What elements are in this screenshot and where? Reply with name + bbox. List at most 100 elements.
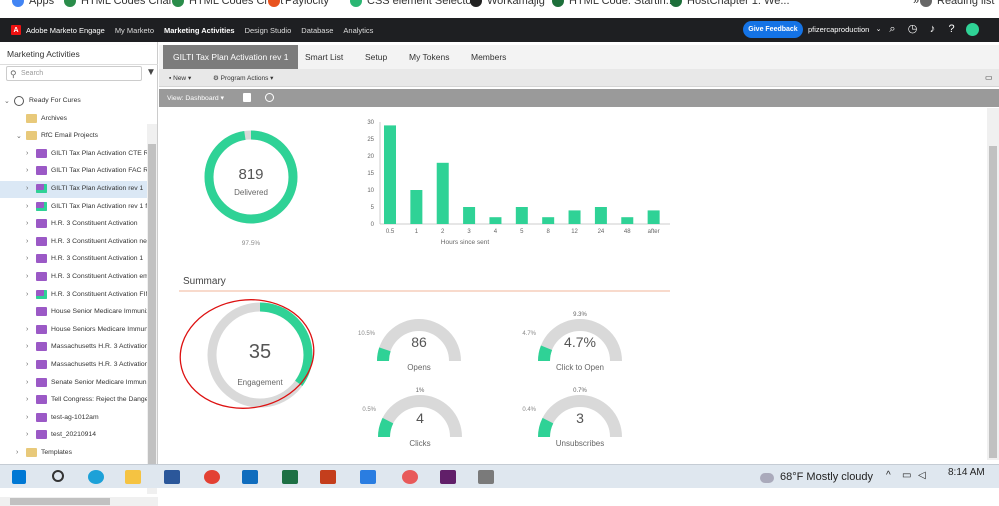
tree-item[interactable]: › Templates (0, 445, 147, 462)
tree-item[interactable]: › House Seniors Medicare Immuni (0, 322, 147, 339)
tab-members[interactable]: Members (471, 52, 507, 62)
tree-item[interactable]: Archives (0, 111, 147, 128)
search-icon[interactable] (52, 470, 64, 482)
filter-icon[interactable]: ▼ (146, 67, 156, 78)
clock-time[interactable]: 8:14 AM (948, 467, 985, 478)
chevron-right-icon[interactable]: › (26, 237, 29, 245)
file-explorer-icon[interactable] (125, 470, 141, 484)
tree-item[interactable]: › Massachusetts H.R. 3 Activation 1 (0, 339, 147, 356)
app-icon[interactable] (402, 470, 418, 484)
tree-item[interactable]: › test_20210914 (0, 427, 147, 444)
bookmark-0[interactable]: Apps (12, 0, 54, 7)
scrollbar-thumb[interactable] (989, 146, 997, 458)
calculator-icon[interactable] (478, 470, 494, 484)
tree-item[interactable]: › GILTI Tax Plan Activation rev 1 fin (0, 199, 147, 216)
view-selector[interactable]: View: Dashboard ▾ (167, 95, 224, 102)
bookmark-9[interactable]: Reading list (920, 0, 994, 7)
tab-my-tokens[interactable]: My Tokens (409, 52, 450, 62)
bar[interactable] (489, 217, 502, 224)
outlook-icon[interactable] (242, 470, 258, 484)
chevron-right-icon[interactable]: › (16, 449, 19, 456)
search-icon[interactable]: ⌕ (889, 23, 896, 35)
grid-icon[interactable] (243, 93, 251, 102)
excel-icon[interactable] (282, 470, 298, 484)
content-scrollbar[interactable] (987, 108, 999, 460)
sidebar-h-scrollbar[interactable] (0, 497, 158, 506)
tab-setup[interactable]: Setup (365, 52, 388, 62)
give-feedback-button[interactable]: Give Feedback (743, 21, 803, 38)
chevron-right-icon[interactable]: › (26, 220, 29, 228)
bookmark-8[interactable]: » (896, 0, 919, 7)
bar[interactable] (568, 210, 581, 224)
user-menu[interactable]: pfizercaproduction (808, 25, 870, 34)
avatar[interactable] (966, 23, 979, 36)
tree-item[interactable]: House Senior Medicare Immuniz (0, 304, 147, 321)
chevron-right-icon[interactable]: › (26, 396, 29, 404)
tree-item[interactable]: › H.R. 3 Constituent Activation new (0, 234, 147, 251)
bookmark-4[interactable]: CSS element Selector (350, 0, 475, 7)
word-icon[interactable] (164, 470, 180, 484)
tree-item[interactable]: › Massachusetts H.R. 3 Activation r (0, 357, 147, 374)
tree-item[interactable]: › GILTI Tax Plan Activation CTE Re- (0, 146, 147, 163)
refresh-icon[interactable] (265, 93, 274, 102)
bar[interactable] (515, 207, 528, 224)
bookmark-1[interactable]: HTML Codes Chart (64, 0, 175, 7)
tree-item[interactable]: › Senate Senior Medicare Immuniz (0, 375, 147, 392)
tree-item[interactable]: › GILTI Tax Plan Activation rev 1 (0, 181, 147, 198)
chevron-right-icon[interactable]: › (26, 149, 29, 157)
nav-analytics[interactable]: Analytics (343, 25, 374, 35)
chevron-right-icon[interactable]: › (26, 343, 29, 351)
chevron-right-icon[interactable]: › (26, 431, 29, 439)
bar[interactable] (594, 207, 607, 224)
powerpoint-icon[interactable] (320, 470, 336, 484)
tree-item[interactable]: › GILTI Tax Plan Activation FAC Re- (0, 163, 147, 180)
bookmark-3[interactable]: Paylocity (268, 0, 329, 7)
chevron-right-icon[interactable]: › (26, 185, 29, 192)
chevron-down-icon[interactable]: ⌄ (4, 98, 10, 105)
chevron-right-icon[interactable]: › (26, 378, 29, 386)
nav-database[interactable]: Database (301, 25, 334, 35)
bell-icon[interactable]: ♪ (929, 23, 936, 35)
weather[interactable]: 68°F Mostly cloudy (780, 471, 874, 483)
chevron-right-icon[interactable]: › (26, 202, 29, 210)
tree-item[interactable]: › H.R. 3 Constituent Activation (0, 216, 147, 233)
sidebar-scrollbar[interactable] (147, 124, 157, 494)
new-button[interactable]: ▪ New ▾ (169, 75, 192, 82)
clock-icon[interactable]: ◷ (907, 23, 918, 35)
bookmark-2[interactable]: HTML Codes Chart (172, 0, 283, 7)
tree-item[interactable]: › test-ag-1012am (0, 410, 147, 427)
tree-item[interactable]: › H.R. 3 Constituent Activation FIN. (0, 287, 147, 304)
scrollbar-thumb[interactable] (10, 498, 110, 505)
tree-item[interactable]: › H.R. 3 Constituent Activation 1 (0, 251, 147, 268)
bookmark-6[interactable]: HTML Code: Startin... (552, 0, 675, 7)
bookmark-7[interactable]: HostChapter 1: We... (670, 0, 790, 7)
chevron-right-icon[interactable]: › (26, 255, 29, 263)
chevron-right-icon[interactable]: › (26, 325, 29, 333)
chevron-down-icon[interactable]: ⌄ (875, 26, 882, 33)
search-input[interactable]: ⚲ Search (6, 66, 142, 81)
tree-item[interactable]: › Tell Congress: Reject the Dangerc (0, 392, 147, 409)
volume-icon[interactable]: ◁ (918, 470, 926, 481)
bar[interactable] (436, 162, 449, 224)
bookmark-5[interactable]: Workamajig (470, 0, 545, 7)
slack-icon[interactable] (440, 470, 456, 484)
network-icon[interactable]: ▭ (902, 470, 912, 481)
bar[interactable] (621, 217, 634, 224)
chrome-icon[interactable] (204, 470, 220, 484)
tree-item[interactable]: › H.R. 3 Constituent Activation ema (0, 269, 147, 286)
tree-item[interactable]: ⌄ RfC Email Projects (0, 128, 147, 145)
tray-chevron-icon[interactable]: ^ (886, 470, 891, 481)
chevron-right-icon[interactable]: › (26, 290, 29, 298)
window-icon[interactable]: ▭ (985, 73, 993, 82)
chevron-right-icon[interactable]: › (26, 413, 29, 421)
tab-smart-list[interactable]: Smart List (305, 52, 344, 62)
chevron-right-icon[interactable]: › (26, 361, 29, 368)
chevron-right-icon[interactable]: › (26, 167, 29, 175)
calendar-icon[interactable] (360, 470, 376, 484)
chevron-down-icon[interactable]: ⌄ (16, 133, 22, 141)
nav-design-studio[interactable]: Design Studio (244, 25, 292, 35)
bar[interactable] (542, 217, 555, 224)
nav-marketing-activities[interactable]: Marketing Activities (164, 25, 235, 35)
tree-item[interactable]: ⌄ Ready For Cures (0, 93, 147, 110)
nav-my-marketo[interactable]: My Marketo (114, 25, 154, 35)
